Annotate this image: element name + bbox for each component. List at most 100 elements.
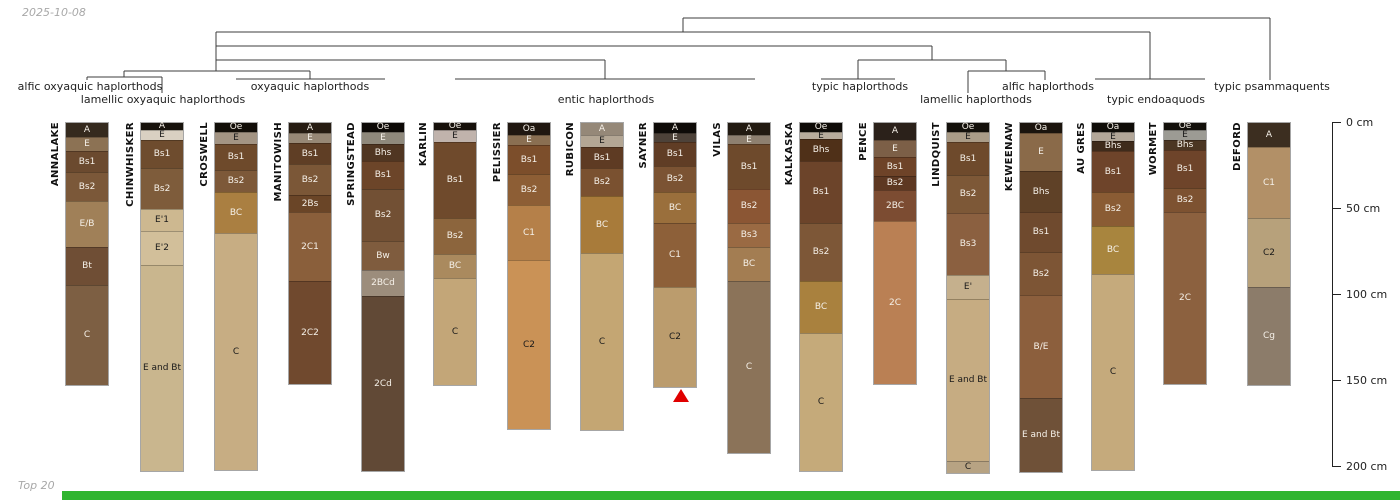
horizon-label: E — [452, 131, 458, 141]
horizon-segment: B/E — [1020, 295, 1062, 398]
horizon-label: A — [1265, 129, 1273, 140]
horizon-segment: E' — [947, 275, 989, 299]
profile-name-label: MANITOWISH — [273, 122, 284, 202]
horizon-label: Bhs — [1032, 186, 1050, 197]
horizon-label: C — [232, 346, 240, 357]
horizon-segment: A — [66, 123, 108, 137]
horizon-segment: C2 — [1248, 218, 1290, 287]
depth-tick — [1332, 466, 1341, 467]
depth-tick — [1332, 122, 1341, 123]
horizon-label: A — [745, 123, 753, 134]
profile-name-label: CROSWELL — [199, 122, 210, 187]
horizon-segment: Bs1 — [874, 157, 916, 176]
horizon-label: 2BC — [885, 200, 905, 211]
profile-column-chinwhisker: A E Bs1 Bs2 E'1 E'2 E and Bt — [140, 122, 184, 472]
horizon-segment: C1 — [654, 223, 696, 287]
horizon-label: C1 — [668, 250, 681, 260]
horizon-label: 2C1 — [301, 241, 319, 252]
horizon-segment: Oe — [434, 121, 476, 131]
horizon-label: Bs2 — [1032, 268, 1050, 279]
horizon-label: Bs2 — [227, 176, 245, 186]
bottom-green-strip — [62, 491, 1400, 500]
horizon-segment: Bs2 — [728, 189, 770, 223]
horizon-segment: Bs3 — [947, 213, 989, 275]
profile-name-label: ANNALAKE — [50, 122, 61, 187]
horizon-segment: BC — [1092, 226, 1134, 274]
horizon-segment: 2C — [1164, 212, 1206, 384]
profile-name-label: KARLIN — [418, 122, 429, 167]
horizon-segment: Bs1 — [947, 142, 989, 175]
horizon-segment: E — [1164, 130, 1206, 140]
horizon-segment: Bhs — [800, 139, 842, 161]
depth-tick — [1332, 294, 1341, 295]
profile-name-label: PENCE — [858, 122, 869, 161]
horizon-label: E/B — [79, 219, 95, 229]
horizon-segment: Bw — [362, 241, 404, 270]
horizon-segment: E — [508, 135, 550, 145]
horizon-label: E and Bt — [948, 375, 988, 385]
profile-column-vilas: A E Bs1 Bs2 Bs3 BC C — [727, 122, 771, 454]
horizon-segment: 2C — [874, 221, 916, 384]
horizon-label: C2 — [668, 332, 681, 342]
profile-column-wormet: Oe E Bhs Bs1 Bs2 2C — [1163, 122, 1207, 385]
horizon-label: E'1 — [155, 215, 169, 225]
horizon-segment: E — [874, 140, 916, 157]
horizon-segment: 2C2 — [289, 281, 331, 384]
horizon-segment: Bs2 — [1164, 188, 1206, 212]
horizon-label: Oe — [448, 121, 462, 131]
profile-name-label: SPRINGSTEAD — [346, 122, 357, 206]
profile-column-rubicon: A E Bs1 Bs2 BC C — [580, 122, 624, 431]
horizon-label: 2C2 — [301, 327, 319, 338]
horizon-segment: C1 — [1248, 147, 1290, 218]
horizon-segment: E — [654, 133, 696, 142]
horizon-segment: E — [289, 133, 331, 143]
taxon-label: typic haplorthods — [812, 80, 908, 93]
horizon-label: BC — [1106, 245, 1120, 255]
depth-tick-label: 150 cm — [1346, 374, 1388, 387]
profile-name-label: VILAS — [712, 122, 723, 157]
horizon-segment: A — [874, 123, 916, 140]
horizon-segment: Bs1 — [581, 147, 623, 168]
horizon-label: A — [671, 122, 679, 133]
horizon-label: Bhs — [374, 147, 392, 158]
profile-column-springstead: Oe E Bhs Bs1 Bs2 Bw 2BCd 2Cd — [361, 122, 405, 472]
horizon-segment: Bhs — [1164, 140, 1206, 150]
taxon-label: alfic oxyaquic haplorthods — [18, 80, 163, 93]
horizon-segment: A — [581, 123, 623, 135]
horizon-label: B/E — [1033, 341, 1049, 352]
profile-name-label: DEFORD — [1232, 122, 1243, 171]
horizon-segment: Bs1 — [654, 142, 696, 166]
horizon-segment: Oe — [947, 123, 989, 132]
horizon-label: Bs1 — [301, 148, 319, 159]
horizon-label: C2 — [522, 339, 535, 350]
taxon-label: typic psammaquents — [1214, 80, 1330, 93]
horizon-label: C2 — [1262, 247, 1275, 258]
horizon-label: BC — [448, 261, 462, 271]
horizon-segment: Oe — [1164, 122, 1206, 131]
horizon-segment: C — [434, 278, 476, 385]
profile-column-kalkaska: Oe E Bhs Bs1 Bs2 BC C — [799, 122, 843, 472]
horizon-segment: E — [581, 135, 623, 147]
horizon-segment: E — [800, 131, 842, 140]
horizon-label: E — [672, 132, 678, 143]
horizon-label: C — [451, 326, 459, 337]
horizon-segment: BC — [800, 281, 842, 333]
horizon-segment: Bs1 — [434, 142, 476, 218]
taxon-label: oxyaquic haplorthods — [251, 80, 370, 93]
profile-name-label: KALKASKA — [784, 122, 795, 186]
profile-column-lindquist: Oe E Bs1 Bs2 Bs3 E' E and Bt C — [946, 122, 990, 474]
horizon-segment: BC — [581, 196, 623, 253]
horizon-label: BC — [668, 202, 682, 213]
horizon-segment: Bs2 — [362, 189, 404, 241]
horizon-label: A — [83, 124, 91, 135]
horizon-label: C — [964, 462, 972, 472]
horizon-label: A — [598, 123, 606, 134]
horizon-label: E — [159, 130, 165, 140]
profile-name-label: PELISSIER — [492, 122, 503, 183]
horizon-segment: BC — [728, 247, 770, 281]
horizon-label: C1 — [1262, 177, 1275, 188]
horizon-label: C — [745, 362, 753, 372]
horizon-segment: Cg — [1248, 287, 1290, 385]
horizon-label: Bs1 — [886, 161, 904, 172]
